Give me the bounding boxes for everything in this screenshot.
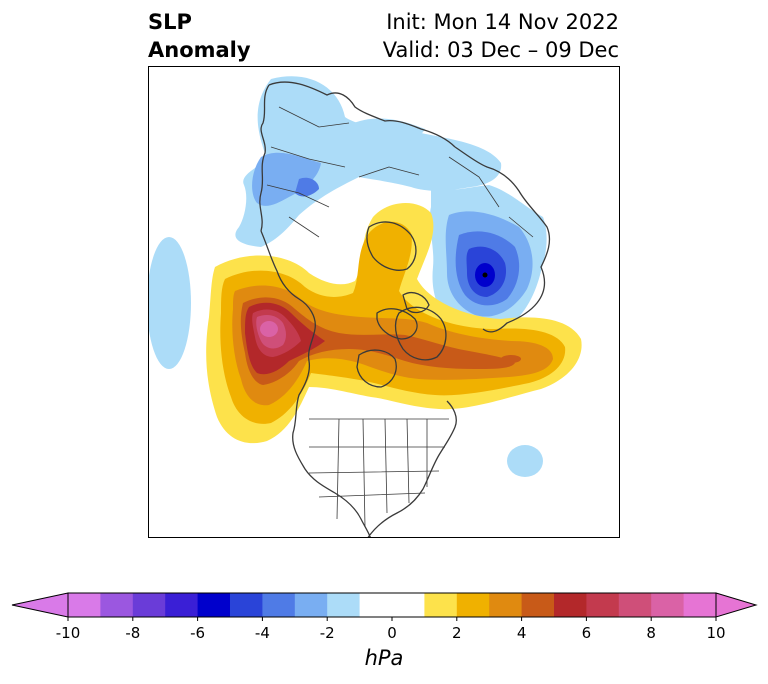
colorbar-tick-label: -8 <box>125 624 141 642</box>
title-anomaly: Anomaly <box>148 38 251 62</box>
high-4 <box>240 297 516 385</box>
colorbar-tick-label: 10 <box>706 624 726 642</box>
colorbar-bin <box>100 593 134 617</box>
colorbar-bin <box>197 593 231 617</box>
negative-anomaly-regions <box>149 76 547 477</box>
colorbar-bin <box>651 593 685 617</box>
init-date: Init: Mon 14 Nov 2022 <box>386 10 619 34</box>
map-title-right: Init: Mon 14 Nov 2022 Valid: 03 Dec – 09… <box>383 8 619 64</box>
map-title-left: SLP Anomaly <box>148 8 251 64</box>
anomaly-map <box>149 67 619 537</box>
colorbar-tick-label: -4 <box>254 624 270 642</box>
colorbar-unit-label: hPa <box>364 646 404 670</box>
atlantic-low <box>507 445 543 477</box>
map-panel <box>148 66 620 538</box>
pacific-low <box>149 237 191 369</box>
colorbar-extend-high <box>715 592 758 618</box>
colorbar-bin <box>359 593 425 617</box>
colorbar-tick-label: 6 <box>581 624 592 642</box>
colorbar-bin <box>68 593 101 617</box>
coastlines-and-borders <box>259 81 551 537</box>
colorbar-tick-label: -10 <box>55 624 81 642</box>
atlantic-high-core <box>501 355 521 363</box>
asia-borders <box>266 106 534 238</box>
siberia-low-core <box>295 177 319 197</box>
north-pole-low <box>348 118 425 146</box>
greenland <box>394 306 447 361</box>
colorbar-bin <box>683 593 717 617</box>
colorbar-bin <box>132 593 166 617</box>
colorbar-bin <box>554 593 587 617</box>
positive-anomaly-regions <box>206 202 582 444</box>
title-slp: SLP <box>148 10 192 34</box>
siberia-low-outer <box>235 76 502 248</box>
europe-coast <box>454 146 551 333</box>
colorbar-bin <box>586 593 620 617</box>
colorbar-tick-label: -2 <box>319 624 335 642</box>
colorbar <box>11 592 758 621</box>
colorbar-tick-label: -6 <box>190 624 206 642</box>
colorbar-tick-label: 4 <box>516 624 527 642</box>
colorbar-bin <box>521 593 555 617</box>
colorbar-extend-low <box>11 592 69 618</box>
hudson-bay <box>356 349 397 388</box>
colorbar-tick-label: 8 <box>646 624 656 642</box>
colorbar-tick-label: 2 <box>452 624 462 642</box>
siberia-low-inner <box>252 152 321 206</box>
colorbar-bin <box>424 593 458 617</box>
valid-range: Valid: 03 Dec – 09 Dec <box>382 38 619 62</box>
colorbar-bin <box>618 593 652 617</box>
colorbar-bin <box>262 593 296 617</box>
arctic-islands <box>366 221 430 340</box>
colorbar-bin <box>489 593 523 617</box>
colorbar-bin <box>230 593 263 617</box>
colorbar-bin <box>165 593 199 617</box>
colorbar-bin <box>456 593 490 617</box>
low-center-marker <box>482 272 488 278</box>
us-borders <box>308 418 449 528</box>
high-core <box>260 321 278 337</box>
asia-coast <box>259 81 456 232</box>
colorbar-bin <box>327 593 361 617</box>
colorbar-tick-label: 0 <box>387 624 397 642</box>
colorbar-bin <box>294 593 328 617</box>
